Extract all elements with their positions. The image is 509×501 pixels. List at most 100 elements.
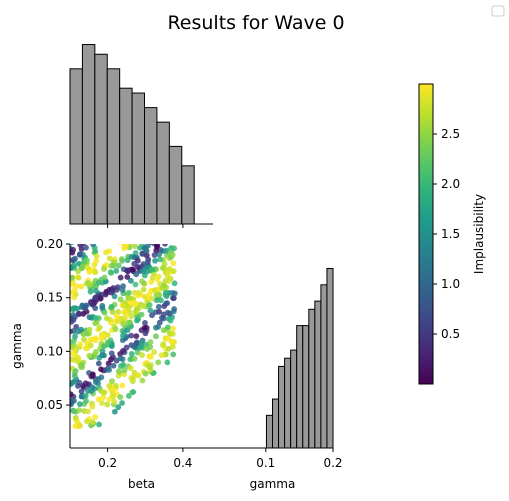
scatter-point bbox=[135, 289, 142, 296]
scatter-point bbox=[83, 244, 89, 251]
scatter-point bbox=[153, 292, 160, 298]
histogram-bar bbox=[144, 107, 158, 225]
scatter-point bbox=[165, 345, 172, 352]
scatter-point bbox=[70, 275, 75, 281]
scatter-point bbox=[117, 296, 124, 303]
scatter-point bbox=[140, 237, 146, 243]
scatter-point bbox=[117, 363, 124, 369]
scatter-point bbox=[165, 335, 171, 342]
scatter-point bbox=[159, 285, 166, 291]
scatter-point bbox=[92, 414, 98, 420]
x-tick-label: 0.2 bbox=[323, 456, 342, 470]
scatter-point bbox=[121, 367, 128, 374]
scatter-point bbox=[112, 382, 119, 389]
scatter-point bbox=[109, 378, 115, 385]
scatter-point bbox=[130, 389, 137, 395]
scatter-point bbox=[70, 350, 76, 357]
scatter-point bbox=[90, 238, 96, 244]
colorbar-gradient bbox=[418, 83, 434, 385]
scatter-point bbox=[158, 352, 165, 359]
scatter-point bbox=[125, 319, 132, 326]
scatter-point bbox=[78, 361, 85, 368]
scatter-point bbox=[117, 274, 124, 281]
scatter-point bbox=[101, 274, 108, 281]
scatter-point bbox=[92, 315, 99, 321]
scatter-point bbox=[111, 408, 118, 415]
scatter-point bbox=[70, 265, 74, 272]
scatter-point bbox=[109, 390, 116, 397]
scatter-point bbox=[70, 343, 76, 350]
colorbar-tick-label: 0.5 bbox=[441, 327, 460, 341]
scatter-point bbox=[86, 352, 93, 359]
scatter-point bbox=[99, 400, 105, 406]
scatter-point bbox=[133, 244, 136, 245]
colorbar-tick-label: 1.5 bbox=[441, 227, 460, 241]
scatter-point bbox=[111, 398, 118, 405]
scatter-point bbox=[170, 351, 177, 358]
histogram-bar bbox=[314, 300, 322, 449]
scatter-point bbox=[166, 310, 173, 317]
scatter-point bbox=[93, 319, 100, 326]
histogram-bar bbox=[308, 308, 316, 449]
scatter-point bbox=[142, 370, 149, 377]
scatter-point bbox=[85, 280, 92, 286]
scatter-point bbox=[71, 408, 78, 415]
scatter-point bbox=[164, 359, 171, 366]
histogram-bar bbox=[265, 414, 274, 449]
scatter-point bbox=[141, 280, 147, 287]
scatter-point bbox=[93, 253, 100, 260]
scatter-point bbox=[155, 323, 162, 330]
scatter-point bbox=[148, 353, 154, 360]
scatter-point bbox=[131, 244, 138, 250]
scatter-point bbox=[120, 332, 126, 339]
scatter-point bbox=[147, 307, 154, 314]
scatter-point bbox=[76, 311, 83, 318]
scatter-point bbox=[98, 335, 105, 342]
scatter-point bbox=[124, 257, 131, 264]
scatter-point bbox=[104, 401, 111, 408]
scatter-point bbox=[113, 313, 120, 319]
scatter-point bbox=[152, 257, 158, 264]
scatter-point bbox=[164, 300, 171, 307]
scatter-point bbox=[91, 261, 98, 268]
scatter-point bbox=[96, 237, 102, 243]
scatter-point bbox=[170, 330, 176, 337]
scatter-point bbox=[146, 238, 152, 244]
beta-gamma-scatter-panel: 0.05 0.10 0.15 0.20 0.2 0.4 beta gamma bbox=[10, 235, 213, 491]
scatter-point bbox=[95, 279, 102, 286]
scatter-point bbox=[123, 310, 130, 317]
scatter-point bbox=[70, 244, 74, 246]
scatter-point bbox=[78, 283, 85, 290]
scatter-point bbox=[106, 255, 113, 262]
scatter-point bbox=[86, 238, 92, 244]
histogram-bar bbox=[131, 92, 146, 225]
histogram-bar bbox=[326, 267, 334, 449]
scatter-point bbox=[151, 349, 158, 355]
scatter-point bbox=[79, 235, 85, 241]
scatter-point bbox=[75, 268, 82, 275]
scatter-point bbox=[149, 266, 156, 273]
y-tick-label: 0.10 bbox=[36, 344, 63, 358]
scatter-point bbox=[133, 333, 140, 339]
histogram-bar bbox=[181, 165, 195, 225]
scatter-point bbox=[92, 287, 99, 294]
scatter-point bbox=[98, 366, 104, 373]
scatter-point bbox=[115, 372, 122, 379]
scatter-point bbox=[115, 368, 122, 375]
scatter-point bbox=[155, 303, 162, 310]
scatter-point bbox=[171, 306, 178, 312]
scatter-point bbox=[164, 244, 166, 245]
scatter-point bbox=[100, 352, 106, 358]
histogram-bar bbox=[106, 68, 121, 225]
histogram-bar bbox=[290, 349, 298, 449]
scatter-point bbox=[149, 312, 155, 319]
scatter-point bbox=[170, 295, 177, 302]
scatter-point bbox=[132, 281, 139, 288]
scatter-point bbox=[119, 400, 125, 406]
scatter-point bbox=[133, 271, 140, 278]
scatter-point bbox=[83, 302, 90, 309]
scatter-point bbox=[77, 422, 83, 429]
scatter-point bbox=[119, 257, 126, 264]
scatter-point bbox=[93, 348, 99, 355]
scatter-point bbox=[83, 398, 90, 404]
